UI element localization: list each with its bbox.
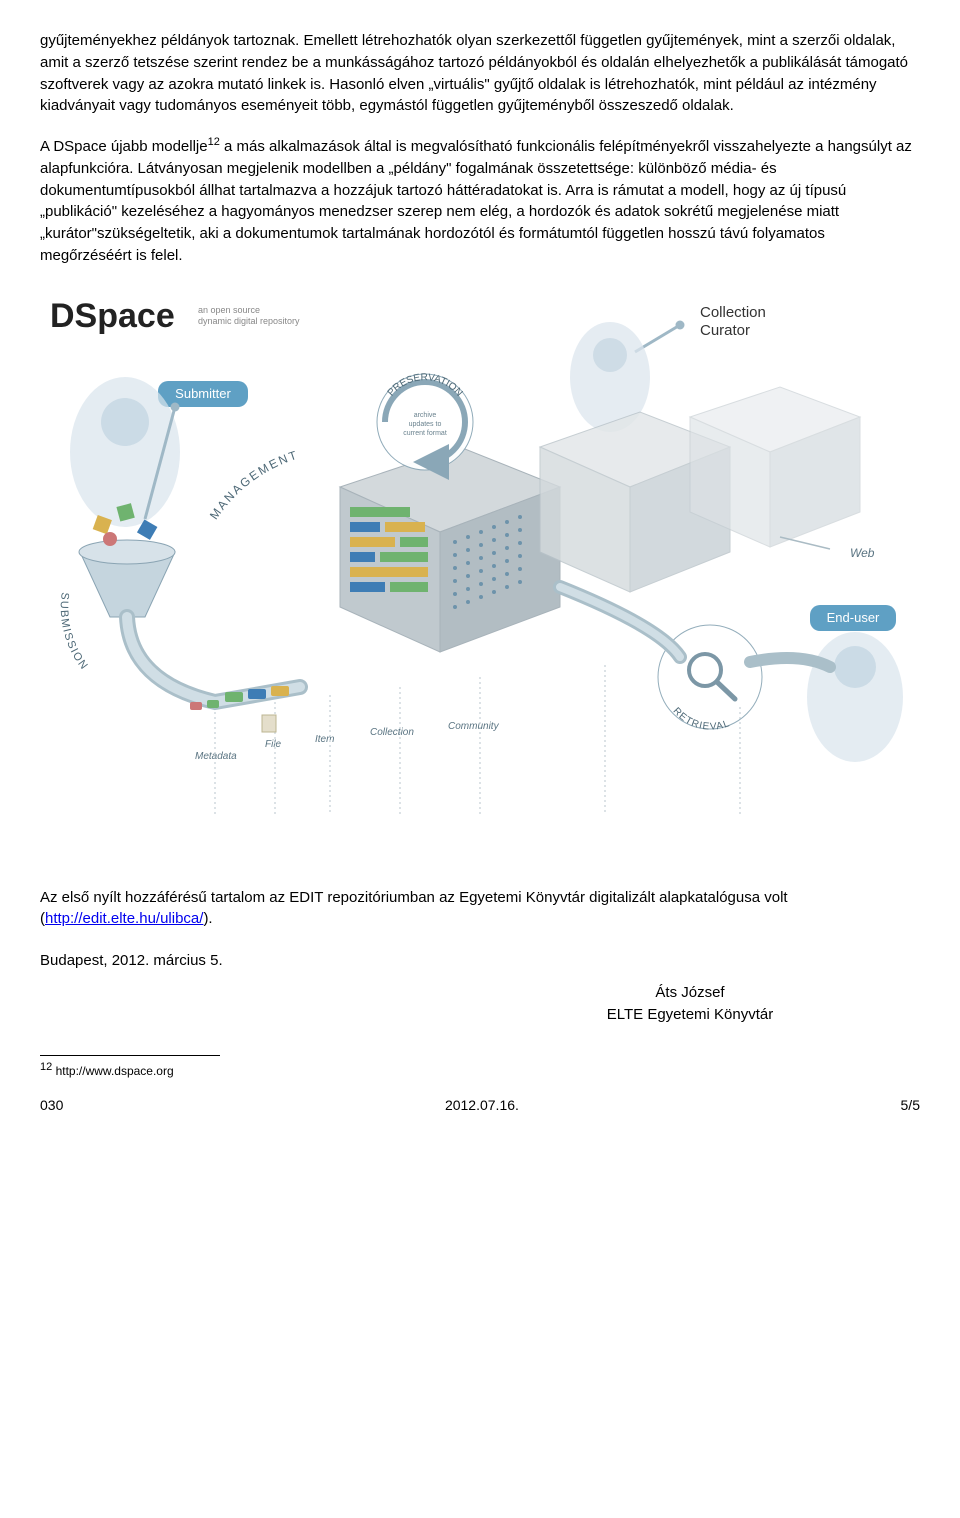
para2-a: A DSpace újabb modellje xyxy=(40,138,208,155)
paragraph-1: gyűjteményekhez példányok tartoznak. Eme… xyxy=(40,30,920,117)
footer-right: 5/5 xyxy=(901,1095,920,1115)
community-label: Community xyxy=(448,721,500,732)
pres-small3: current format xyxy=(403,430,447,437)
tagline1: an open source xyxy=(198,305,260,315)
curator-label-top: Collection xyxy=(700,304,766,321)
file-label: File xyxy=(265,739,282,750)
svg-text:SUBMISSION: SUBMISSION xyxy=(58,591,91,672)
closing-b: ). xyxy=(203,910,212,927)
svg-text:MANAGEMENT: MANAGEMENT xyxy=(207,447,300,522)
tagline2: dynamic digital repository xyxy=(198,316,300,326)
place-date: Budapest, 2012. március 5. xyxy=(40,950,920,972)
community-cube-3 xyxy=(690,387,860,547)
pres-small2: updates to xyxy=(409,421,442,428)
collection-label: Collection xyxy=(370,727,414,738)
dspace-architecture-svg: DSpace an open source dynamic digital re… xyxy=(40,287,920,847)
closing-paragraph: Az első nyílt hozzáférésű tartalom az ED… xyxy=(40,887,920,931)
submitter-label: Submitter xyxy=(175,386,231,401)
submission-label: SUBMISSION xyxy=(58,591,91,672)
curator-label-bot: Curator xyxy=(700,322,750,339)
institution: ELTE Egyetemi Könyvtár xyxy=(460,1004,920,1026)
footnote-12: 12 http://www.dspace.org xyxy=(40,1060,920,1080)
footer-left: 030 xyxy=(40,1095,63,1115)
management-label: MANAGEMENT xyxy=(207,447,300,522)
item-label: Item xyxy=(315,734,334,745)
dspace-diagram: DSpace an open source dynamic digital re… xyxy=(40,287,920,847)
para2-b: a más alkalmazások által is megvalósítha… xyxy=(40,138,912,264)
paragraph-2: A DSpace újabb modellje12 a más alkalmaz… xyxy=(40,135,920,267)
footer-center: 2012.07.16. xyxy=(445,1095,519,1115)
logo-text: DSpace xyxy=(50,297,175,335)
metadata-label: Metadata xyxy=(195,751,237,762)
edit-link[interactable]: http://edit.elte.hu/ulibca/ xyxy=(45,910,203,927)
enduser-label: End-user xyxy=(827,610,880,625)
footnote-number: 12 xyxy=(40,1061,52,1073)
author-name: Áts József xyxy=(460,982,920,1004)
page-footer: 030 2012.07.16. 5/5 xyxy=(40,1095,920,1115)
pres-small1: archive xyxy=(414,412,437,419)
footnote-divider xyxy=(40,1055,220,1056)
community-cube-1 xyxy=(340,447,560,652)
footnote-text: http://www.dspace.org xyxy=(52,1064,173,1078)
footnote-ref: 12 xyxy=(208,136,220,148)
web-label: Web xyxy=(850,546,875,560)
